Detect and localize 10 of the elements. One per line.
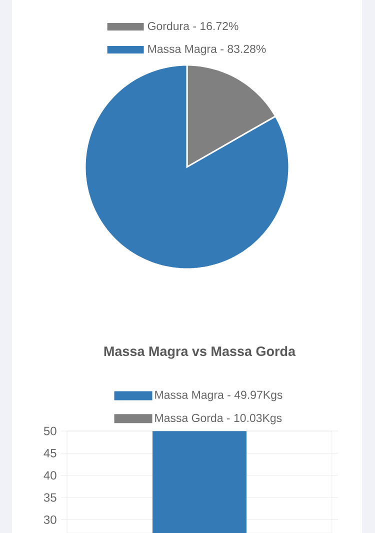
legend-label: Massa Gorda - 10.03Kgs — [155, 414, 282, 424]
chart-title: Massa Magra vs Massa Gorda — [104, 346, 296, 359]
y-tick-label: 35 — [44, 493, 56, 502]
y-tick-label: 40 — [44, 471, 56, 480]
legend-label: Massa Magra - 83.28% — [148, 44, 266, 56]
legend-label: Gordura - 16.72% — [148, 22, 238, 30]
y-tick-label: 50 — [44, 426, 56, 436]
y-tick-label: 45 — [44, 448, 56, 458]
legend-label: Massa Magra - 49.97Kgs — [155, 390, 282, 402]
y-tick-label: 30 — [44, 515, 56, 524]
